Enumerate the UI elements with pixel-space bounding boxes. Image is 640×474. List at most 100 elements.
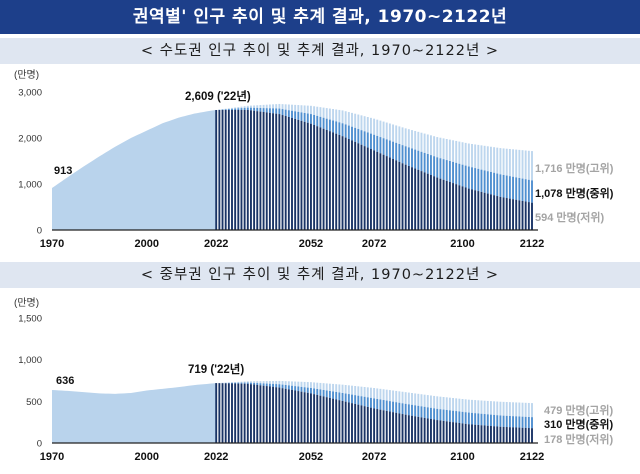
bar-mid-segment — [439, 409, 442, 421]
bar-low-segment — [531, 428, 533, 443]
bar-low-segment — [347, 402, 350, 443]
bar-high-segment — [284, 104, 287, 110]
bar-mid-segment — [445, 409, 448, 422]
bar-high-segment — [388, 390, 391, 402]
bar-high-segment — [385, 122, 388, 140]
bar-mid-segment — [508, 176, 511, 199]
bar-low-segment — [224, 383, 227, 443]
bar-high-segment — [250, 381, 252, 383]
bar-mid-segment — [272, 108, 274, 114]
bar-high-segment — [461, 142, 464, 165]
bar-low-segment — [272, 113, 274, 230]
bar-mid-segment — [325, 118, 328, 130]
bar-low-segment — [256, 111, 259, 230]
bar-mid-segment — [521, 416, 524, 428]
y-tick-label: 0 — [37, 226, 42, 237]
bar-low-segment — [505, 198, 508, 230]
bar-mid-segment — [376, 135, 379, 152]
bar-high-segment — [414, 130, 417, 150]
bar-high-segment — [508, 149, 511, 177]
y-tick-label: 2,000 — [18, 134, 42, 145]
bar-mid-segment — [401, 145, 404, 164]
bar-low-segment — [370, 148, 372, 230]
bar-high-segment — [240, 381, 243, 383]
bar-high-segment — [420, 394, 423, 407]
bar-mid-segment — [291, 110, 293, 118]
bar-mid-segment — [341, 123, 344, 137]
bar-low-segment — [328, 131, 331, 230]
bar-mid-segment — [458, 411, 461, 423]
bar-high-segment — [259, 105, 262, 108]
bar-mid-segment — [527, 417, 530, 429]
bar-mid-segment — [284, 385, 287, 389]
bar-mid-segment — [499, 415, 502, 427]
y-tick-label: 1,000 — [18, 180, 42, 191]
bar-high-segment — [370, 387, 372, 398]
bar-mid-segment — [370, 133, 372, 149]
bar-low-segment — [325, 397, 328, 443]
bar-mid-segment — [227, 382, 230, 384]
bar-low-segment — [445, 421, 448, 443]
bar-low-segment — [344, 401, 347, 443]
bar-low-segment — [246, 383, 249, 443]
bar-low-segment — [250, 110, 252, 230]
bar-high-segment — [477, 400, 480, 414]
bar-low-segment — [452, 422, 454, 443]
bar-mid-segment — [474, 168, 477, 191]
bar-high-segment — [240, 106, 243, 109]
bar-high-segment — [411, 393, 413, 405]
bar-mid-segment — [354, 127, 357, 142]
bar-low-segment — [493, 195, 496, 230]
bar-mid-segment — [341, 393, 344, 401]
bar-high-segment — [341, 384, 344, 393]
bar-low-segment — [502, 197, 505, 230]
bar-low-segment — [237, 109, 240, 230]
bar-mid-segment — [493, 414, 496, 427]
bar-mid-segment — [388, 401, 391, 412]
bar-low-segment — [531, 202, 533, 230]
bar-mid-segment — [420, 151, 423, 172]
bar-mid-segment — [370, 397, 372, 408]
high-scenario-label: 1,716 만명(고위) — [535, 161, 614, 175]
bar-low-segment — [366, 147, 369, 230]
bar-high-segment — [499, 148, 502, 175]
bar-low-segment — [420, 417, 423, 444]
bar-high-segment — [291, 381, 293, 386]
bar-mid-segment — [407, 147, 410, 166]
bar-low-segment — [433, 176, 436, 230]
bar-low-segment — [423, 172, 426, 230]
bar-high-segment — [395, 390, 398, 403]
bar-low-segment — [347, 139, 350, 230]
bar-high-segment — [423, 394, 426, 407]
bar-high-segment — [300, 105, 303, 113]
bar-low-segment — [332, 398, 334, 443]
bar-high-segment — [382, 121, 385, 139]
bar-high-segment — [452, 398, 454, 411]
bar-high-segment — [360, 386, 363, 397]
bar-mid-segment — [300, 112, 303, 121]
bar-low-segment — [373, 150, 376, 230]
bar-low-segment — [423, 417, 426, 443]
bar-mid-segment — [448, 410, 451, 422]
bar-high-segment — [524, 150, 527, 180]
bar-high-segment — [379, 388, 382, 400]
bar-mid-segment — [474, 413, 477, 425]
bar-high-segment — [531, 403, 533, 418]
bar-high-segment — [467, 143, 470, 167]
bar-mid-segment — [515, 177, 518, 200]
x-tick-label: 1970 — [40, 238, 64, 250]
bar-mid-segment — [385, 139, 388, 157]
base-year-label: 2,609 ('22년) — [185, 89, 251, 103]
bar-mid-segment — [351, 394, 353, 404]
bar-mid-segment — [256, 107, 259, 112]
bar-low-segment — [246, 109, 249, 230]
bar-low-segment — [363, 406, 366, 443]
bar-high-segment — [341, 110, 344, 124]
x-tick-label: 2000 — [134, 238, 158, 250]
bar-high-segment — [499, 401, 502, 416]
bar-mid-segment — [237, 108, 240, 110]
bar-low-segment — [284, 388, 287, 443]
bar-low-segment — [426, 418, 429, 443]
bar-high-segment — [306, 105, 309, 114]
bar-mid-segment — [297, 386, 300, 392]
